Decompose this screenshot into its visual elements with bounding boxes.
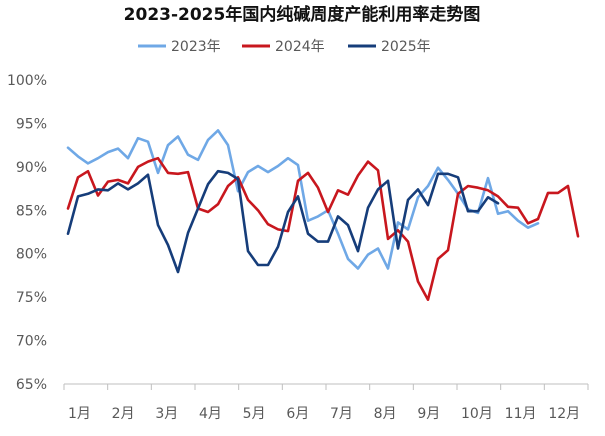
legend-label: 2023年 [171, 39, 221, 55]
x-tick-label: 11月 [505, 406, 537, 422]
x-tick-label: 8月 [374, 406, 397, 422]
x-tick-label: 9月 [417, 406, 440, 422]
legend-item: 2025年 [348, 39, 431, 55]
y-tick-label: 85% [16, 203, 47, 219]
legend-item: 2023年 [138, 39, 221, 55]
y-tick-label: 75% [16, 290, 47, 306]
y-tick-label: 65% [16, 377, 47, 393]
x-tick-label: 1月 [68, 406, 91, 422]
legend-label: 2025年 [381, 39, 431, 55]
series-line-2025年 [66, 169, 500, 274]
x-tick-label: 12月 [548, 406, 580, 422]
x-tick-label: 10月 [461, 406, 493, 422]
x-tick-label: 7月 [330, 406, 353, 422]
x-tick-label: 3月 [155, 406, 178, 422]
legend: 2023年 2024年 2025年 [138, 39, 431, 55]
x-tick-label: 4月 [199, 406, 222, 422]
y-tick-label: 95% [16, 116, 47, 132]
y-tick-label: 90% [16, 160, 47, 176]
x-tick-label: 6月 [286, 406, 309, 422]
y-tick-label: 70% [16, 334, 47, 350]
y-axis: 65% 70% 75% 80% 85% 90% 95% 100% [7, 73, 47, 393]
legend-label: 2024年 [275, 39, 325, 55]
x-axis: 1月 2月 3月 4月 5月 6月 7月 8月 9月 10月 11月 12月 [63, 383, 589, 422]
plot-area [66, 129, 580, 301]
series-line-2024年 [66, 156, 580, 301]
series-line-2023年 [66, 129, 540, 270]
x-tick-label: 2月 [112, 406, 135, 422]
y-tick-label: 100% [7, 73, 47, 89]
chart-title: 2023-2025年国内纯碱周度产能利用率走势图 [124, 4, 481, 25]
y-tick-label: 80% [16, 247, 47, 263]
legend-item: 2024年 [242, 39, 325, 55]
x-tick-label: 5月 [243, 406, 266, 422]
